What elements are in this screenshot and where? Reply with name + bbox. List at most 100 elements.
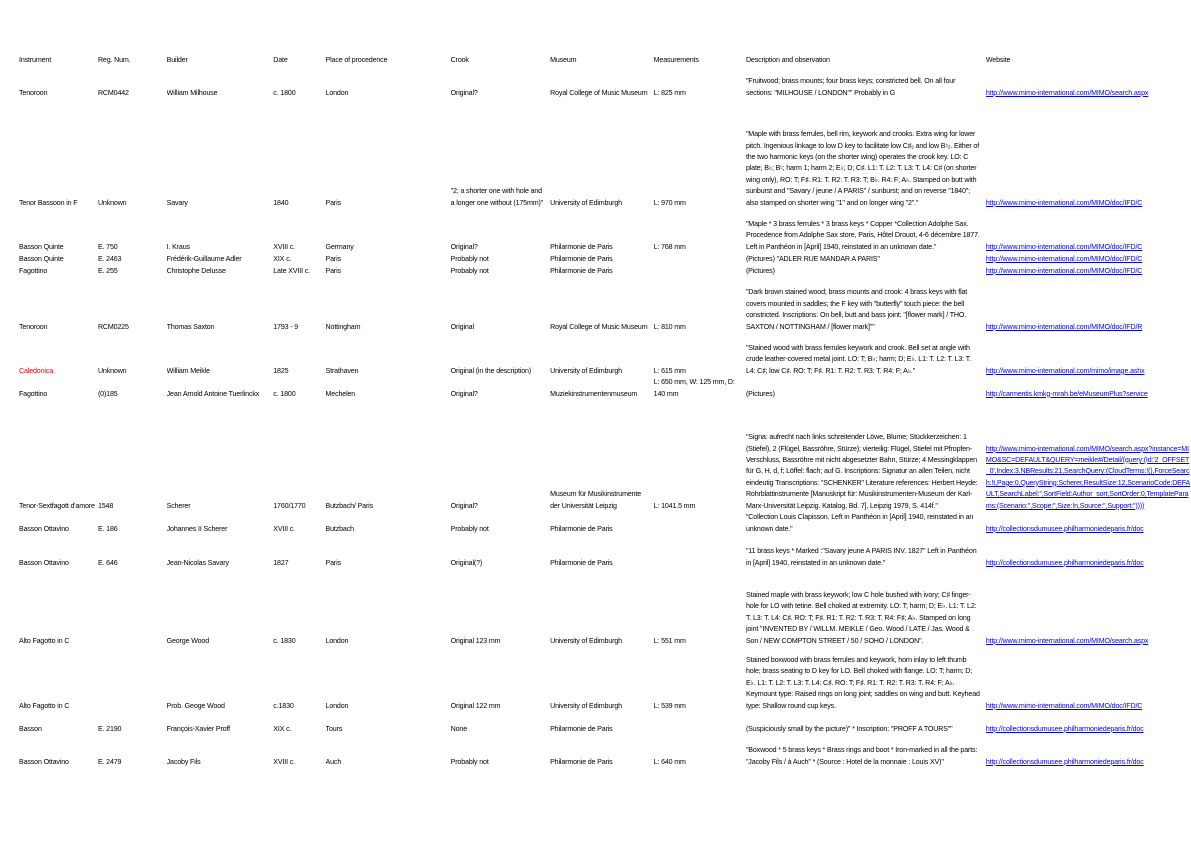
- header-builder: Builder: [166, 55, 188, 64]
- website-link[interactable]: http://collectionsdumusee.philharmoniede…: [985, 558, 1144, 567]
- website-link[interactable]: http://collectionsdumusee.philharmoniede…: [985, 757, 1144, 766]
- cell-builder: Frédérik-Guillaume Adler: [166, 254, 242, 263]
- cell-website: http://carmentis.kmkg-mrah.be/eMuseumPlu…: [986, 377, 1191, 400]
- header-website: Website: [985, 55, 1011, 64]
- cell-date: XVIII c.: [273, 524, 295, 533]
- cell-crook: Probably not: [450, 266, 489, 275]
- cell-website: http://www.mimo-international.com/MIMO/d…: [986, 265, 1191, 277]
- table-row: Alto Fagotto in C George Wood c. 1830 Londo…: [19, 569, 1191, 647]
- cell-instrument: Basson Quinte: [19, 242, 64, 251]
- cell-museum: Muziekinstrumentenmuseum: [550, 389, 638, 398]
- cell-crook: Original: [450, 322, 474, 331]
- cell-instrument: Tenor-Sextfagott d'amore: [19, 501, 95, 510]
- cell-instrument: Fagottino: [19, 266, 48, 275]
- cell-museum: Museum für Musikinstrumente der Universi…: [550, 490, 642, 510]
- website-link[interactable]: http://www.mimo-international.com/MIMO/d…: [985, 322, 1143, 331]
- cell-measurements: L: 615 mm: [653, 366, 686, 375]
- cell-museum: Philarmonie de Paris: [550, 524, 613, 533]
- cell-instrument: Basson Ottavino: [19, 524, 69, 533]
- cell-place: Butzbach/ Paris: [325, 501, 374, 510]
- cell-builder: William Meikle: [166, 366, 210, 375]
- cell-reg-num: E. 255: [97, 266, 118, 275]
- website-link[interactable]: http://collectionsdumusee.philharmoniede…: [985, 524, 1144, 533]
- cell-place: Nottingham: [325, 322, 361, 331]
- cell-museum: University of Edimburgh: [550, 198, 622, 207]
- table-row: Basson Quinte E. 2463 Frédérik-Guillaume A…: [19, 253, 1191, 265]
- cell-date: XVIII c.: [273, 242, 295, 251]
- cell-date: 1825: [273, 366, 289, 375]
- website-link[interactable]: http://collectionsdumusee.philharmoniede…: [985, 724, 1144, 733]
- cell-crook: Original 123 mm: [450, 636, 501, 645]
- website-link[interactable]: http://www.mimo-international.com/mimo/i…: [985, 366, 1145, 375]
- cell-measurements: [654, 253, 746, 265]
- cell-date: XVIII c.: [273, 757, 295, 766]
- cell-description: Stained boxwood with brass ferrules and …: [745, 655, 980, 710]
- cell-reg-num: E. 186: [97, 524, 118, 533]
- cell-crook: Original (in the description): [450, 366, 532, 375]
- cell-website: http://www.mimo-international.com/MIMO/d…: [986, 277, 1191, 333]
- cell-date: XIX c.: [273, 254, 292, 263]
- cell-museum: University of Edimburgh: [550, 366, 622, 375]
- cell-crook: Original?: [450, 242, 478, 251]
- cell-reg-num: 1548: [97, 501, 114, 510]
- cell-museum: Philarmonie de Paris: [550, 757, 613, 766]
- cell-date: c. 1800: [273, 88, 296, 97]
- cell-instrument: Basson Quinte: [19, 254, 64, 263]
- cell-date: c. 1800: [273, 389, 296, 398]
- website-link[interactable]: http://www.mimo-international.com/MIMO/d…: [985, 266, 1143, 275]
- table-row: Alto Fagotto in C Prob. Geoge Wood c.1830 L…: [19, 647, 1191, 712]
- cell-place: London: [325, 636, 349, 645]
- table-row: Tenor Bassoon in F Unknown Savary 1840 Paris…: [19, 99, 1191, 209]
- cell-website: http://www.mimo-international.com/MIMO/s…: [986, 569, 1191, 647]
- instrument-table: Instrument Reg. Num. Builder Date Place …: [19, 54, 1191, 768]
- cell-crook: Original?: [450, 389, 478, 398]
- table-row: Tenoroon RCM0225 Thomas Saxton 1793 - 9 Nott…: [19, 277, 1191, 333]
- header-crook: Crook: [450, 55, 469, 64]
- cell-measurements: [654, 535, 746, 569]
- website-link[interactable]: http://www.mimo-international.com/MIMO/s…: [985, 88, 1149, 97]
- cell-place: Paris: [325, 198, 342, 207]
- website-link[interactable]: http://www.mimo-international.com/MIMO/d…: [985, 198, 1143, 207]
- cell-date: 1793 - 9: [273, 322, 299, 331]
- cell-place: Paris: [325, 558, 342, 567]
- cell-reg-num: [98, 569, 167, 647]
- website-link[interactable]: http://www.mimo-international.com/MIMO/d…: [985, 242, 1143, 251]
- cell-reg-num: (0)185: [97, 389, 118, 398]
- cell-crook: None: [450, 724, 468, 733]
- cell-place: Paris: [325, 254, 342, 263]
- website-link[interactable]: http://www.mimo-international.com/MIMO/d…: [985, 254, 1143, 263]
- cell-museum: University of Edimburgh: [550, 701, 622, 710]
- website-link[interactable]: http://carmentis.kmkg-mrah.be/eMuseumPlu…: [985, 389, 1148, 398]
- website-link[interactable]: http://www.mimo-international.com/MIMO/d…: [985, 701, 1143, 710]
- cell-description: "Boxwood * 5 brass keys * Brass rings an…: [745, 746, 978, 766]
- cell-measurements: L: 825 mm: [653, 88, 686, 97]
- cell-description: "11 brass keys * Marked :"Savary jeune A…: [745, 547, 977, 567]
- cell-measurements: [654, 712, 746, 735]
- website-link[interactable]: http://www.mimo-international.com/MIMO/s…: [985, 636, 1149, 645]
- table-row: Tenor-Sextfagott d'amore 1548 Scherer 1760/…: [19, 400, 1191, 512]
- cell-date: XIX c.: [273, 724, 292, 733]
- cell-crook: Original 122 mm: [450, 701, 501, 710]
- cell-website: http://collectionsdumusee.philharmoniede…: [986, 735, 1191, 768]
- cell-reg-num: RCM0225: [97, 322, 129, 331]
- website-link[interactable]: http://www.mimo-international.com/MIMO/s…: [985, 444, 1191, 510]
- cell-builder: Johannes II Scherer: [166, 524, 228, 533]
- header-measurements: Measurements: [653, 55, 699, 64]
- cell-description: "Stained wood with brass ferrules keywor…: [745, 343, 971, 375]
- cell-place: Mechelen: [325, 389, 356, 398]
- header-description: Description and observation: [745, 55, 830, 64]
- cell-instrument: Tenoroon: [19, 322, 48, 331]
- cell-builder: George Wood: [166, 636, 210, 645]
- cell-measurements: L: 650 mm, W: 125 mm, D: 140 mm: [653, 378, 735, 398]
- cell-place: Butzbach: [325, 524, 355, 533]
- cell-museum: Philarmonie de Paris: [550, 254, 613, 263]
- cell-museum: Philarmonie de Paris: [550, 724, 613, 733]
- cell-description: (Pictures): [745, 266, 775, 275]
- cell-crook: Probably not: [450, 757, 489, 766]
- table-row: Tenoroon RCM0442 William Milhouse c. 1800 Lo…: [19, 66, 1191, 99]
- cell-builder: Scherer: [166, 501, 191, 510]
- table-row: Fagottino (0)185 Jean Arnold Antoine Tuerl…: [19, 377, 1191, 400]
- table-header: Instrument Reg. Num. Builder Date Place …: [19, 54, 1191, 66]
- header-museum: Museum: [550, 55, 577, 64]
- cell-website: http://www.mimo-international.com/MIMO/d…: [986, 99, 1191, 209]
